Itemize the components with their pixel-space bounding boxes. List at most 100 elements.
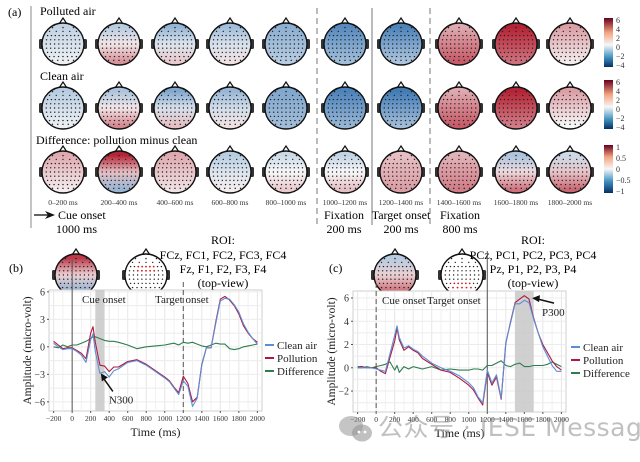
electrode-dots: [58, 257, 94, 293]
electrode-dots: [128, 257, 164, 293]
roi-topoplot-c-head: [371, 247, 419, 297]
annotation-target-onset: Target onset: [427, 295, 481, 307]
electrode-dots: [552, 26, 588, 62]
phase-cue: Cue onset 1000 ms: [34, 208, 106, 236]
y-tick-label: −6: [34, 397, 45, 408]
electrode-dots: [212, 154, 248, 190]
electrode-dots: [377, 257, 413, 293]
annotation-cue-onset: Cue onset: [82, 294, 126, 306]
head-outline: [323, 86, 367, 130]
phase-fixation-1-name: Fixation: [324, 208, 364, 222]
x-tick-label: −200: [46, 414, 62, 423]
roi-electrode-c-head: [438, 247, 486, 297]
topoplot-clean-10: [546, 80, 594, 130]
topoplot-difference-5: [262, 144, 310, 194]
colorbar-tick-label: 4: [616, 25, 620, 34]
roi-c-line-1: PCz, PC1, PC2, PC3, PC4: [470, 248, 597, 262]
legend-label: Clean air: [583, 342, 623, 354]
annotation-p300: P300: [542, 307, 565, 319]
roi-b-line-1: FCz, FC1, FC2, FC3, FC4: [160, 248, 287, 262]
y-tick-label: 0: [344, 363, 349, 374]
phase-fixation-2-duration: 800 ms: [442, 222, 477, 236]
topoplot-polluted-1: [39, 16, 87, 66]
electrode-dots: [45, 26, 81, 62]
colorbar-tick-label: 4: [616, 87, 620, 96]
colorbar-tick-label: 1: [616, 143, 620, 152]
roi-b-line-3: (top-view): [198, 276, 249, 290]
head-outline: [41, 86, 85, 130]
roi-electrode-map-b: [122, 247, 170, 297]
x-tick-label: 1400: [498, 415, 513, 424]
x-tick-label: 1200: [176, 414, 191, 423]
colorbar-polluted-gradient: [604, 18, 613, 67]
roi-c-title: ROI:: [521, 233, 545, 247]
topoplot-clean-4: [206, 80, 254, 130]
head-outline: [153, 22, 197, 66]
topoplot-polluted-2: [95, 16, 143, 66]
head-outline: [41, 22, 85, 66]
topoplot-polluted-4: [206, 16, 254, 66]
topoplot-polluted-3: [151, 16, 199, 66]
phase-target-name: Target onset: [372, 208, 431, 222]
topoplot-clean-8: [435, 80, 483, 130]
topoplot-difference-2: [95, 144, 143, 194]
x-tick-label: 1600: [213, 414, 228, 423]
legend-label: Pollution: [583, 355, 624, 367]
time-window-label: 1800–2000 ms: [548, 198, 592, 207]
series-line-pollution: [357, 295, 562, 406]
x-tick-label: 2000: [554, 415, 569, 424]
head-outline: [97, 22, 141, 66]
electrode-dots: [441, 26, 477, 62]
row-title-polluted: Polluted air: [40, 4, 96, 18]
x-tick-label: 600: [426, 415, 438, 424]
gridlines: [49, 290, 262, 411]
electrode-dots: [383, 154, 419, 190]
row-title-clean: Clean air: [40, 69, 84, 83]
head-outline: [494, 150, 538, 194]
annotation-n300: N300: [109, 394, 134, 406]
topoplot-clean-6: [321, 80, 369, 130]
electrode-dots: [45, 90, 81, 126]
electrode-dots: [498, 26, 534, 62]
head-outline: [494, 86, 538, 130]
electrode-dots: [157, 26, 193, 62]
panel-a: (a) Polluted air Clean air Difference: p…: [8, 4, 631, 236]
head-outline: [548, 86, 592, 130]
head-outline: [264, 150, 308, 194]
head-outline: [264, 22, 308, 66]
electrode-dots: [498, 154, 534, 190]
gridlines: [353, 291, 566, 412]
head-outline: [437, 150, 481, 194]
head-outline: [548, 22, 592, 66]
erp-chart-c: −200020040060080010001200140016001800200…: [326, 251, 630, 440]
time-window-label: 1400–1600 ms: [437, 198, 481, 207]
electrode-dots: [45, 154, 81, 190]
head-outline: [41, 150, 85, 194]
x-tick-label: 1600: [517, 415, 532, 424]
time-window-label: 800–1000 ms: [266, 198, 307, 207]
electrode-dots: [268, 154, 304, 190]
x-axis-label: Time (ms): [435, 426, 485, 440]
panel-b: (b) ROI: FCz, FC1, FC2, FC3, FC4 Fz, F1,…: [9, 233, 324, 439]
topoplot-polluted-6: [321, 16, 369, 66]
topoplot-polluted-5: [262, 16, 310, 66]
time-window-label: 200–400 ms: [101, 198, 138, 207]
roi-electrode-b-head: [122, 247, 170, 297]
x-tick-label: 800: [445, 415, 457, 424]
y-tick-label: 0: [40, 342, 45, 353]
electrode-dots: [212, 26, 248, 62]
annotation-cue-onset: Cue onset: [382, 295, 426, 307]
topoplot-difference-1: [39, 144, 87, 194]
electrode-dots: [101, 154, 137, 190]
arrow-icon: [100, 373, 114, 392]
panel-c-label: (c): [329, 261, 342, 275]
head-outline: [153, 86, 197, 130]
electrode-dots: [498, 90, 534, 126]
time-window-label: 400–600 ms: [157, 198, 194, 207]
roi-topoplot-b-head: [52, 247, 100, 297]
topoplot-difference-6: [321, 144, 369, 194]
head-outline: [97, 150, 141, 194]
x-tick-label: 200: [85, 414, 97, 423]
annotation-target-onset: Target onset: [155, 294, 209, 306]
